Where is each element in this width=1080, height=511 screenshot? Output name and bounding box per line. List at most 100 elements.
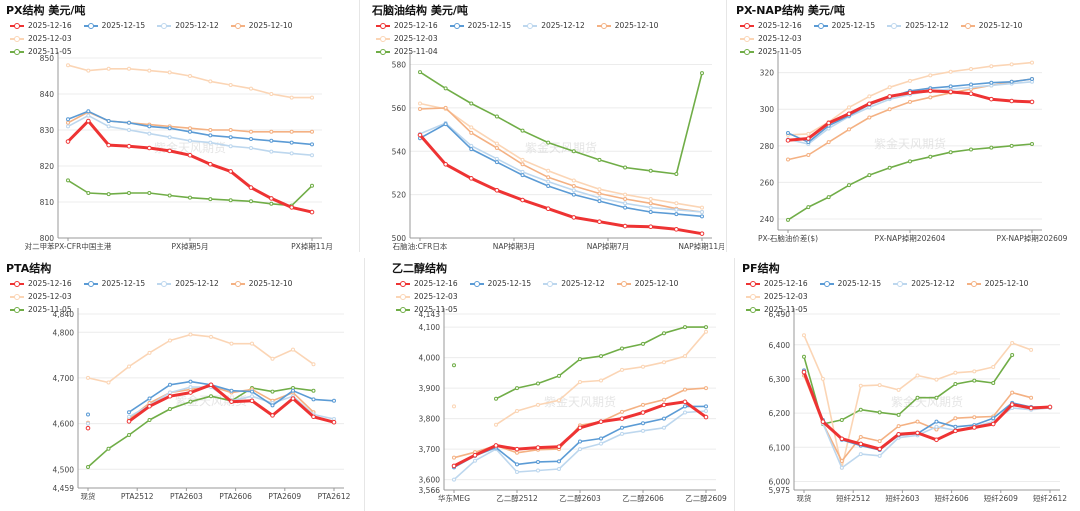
data-point	[785, 138, 791, 143]
legend-item[interactable]: 2025-12-10	[230, 19, 292, 32]
series-line	[419, 123, 703, 218]
data-point	[703, 414, 709, 420]
legend-item[interactable]: 2025-12-12	[893, 277, 955, 290]
data-point	[188, 332, 193, 337]
legend-item[interactable]: 2025-12-03	[376, 32, 438, 45]
data-point	[915, 395, 920, 400]
data-point	[682, 399, 688, 405]
data-point	[887, 94, 892, 99]
legend-item[interactable]: 2025-11-05	[396, 303, 458, 316]
legend-item[interactable]: 2025-12-03	[10, 32, 72, 45]
data-point	[704, 325, 708, 330]
data-point	[908, 99, 912, 104]
chart-legend: 2025-12-16 2025-12-15 2025-12-12 2025-12-10…	[396, 277, 730, 316]
legend-item[interactable]: 2025-12-15	[83, 19, 145, 32]
legend-item[interactable]: 2025-11-05	[746, 303, 808, 316]
data-point	[520, 173, 525, 178]
legend-swatch	[746, 293, 760, 301]
data-point	[494, 146, 499, 150]
chart-panel-px-nap: PX-NAP结构 美元/吨 2025-12-16 2025-12-15 2025-1…	[730, 0, 1080, 252]
data-point	[989, 96, 994, 102]
legend-item[interactable]: 2025-12-03	[10, 290, 72, 303]
data-point	[597, 219, 602, 225]
data-point	[846, 111, 852, 117]
legend-item[interactable]: 2025-12-12	[887, 19, 949, 32]
y-tick-label: 4,700	[53, 374, 75, 383]
series-line	[419, 102, 703, 209]
chart-legend: 2025-12-16 2025-12-15 2025-12-12 2025-12-10…	[740, 19, 1080, 58]
data-point	[623, 192, 628, 197]
data-point	[953, 428, 958, 434]
legend-item[interactable]: 2025-12-15	[449, 19, 511, 32]
legend-item[interactable]: 2025-12-16	[10, 19, 72, 32]
data-point	[515, 386, 519, 391]
series-line	[787, 78, 1033, 143]
legend-item[interactable]: 2025-12-03	[746, 290, 808, 303]
data-point	[1009, 143, 1014, 148]
data-point	[700, 209, 704, 214]
y-tick-label: 4,840	[53, 310, 75, 319]
data-point	[168, 406, 172, 411]
data-point	[968, 91, 974, 96]
legend-label: 2025-12-16	[28, 21, 72, 30]
legend-item[interactable]: 2025-11-05	[10, 303, 72, 316]
legend-item[interactable]: 2025-12-16	[396, 277, 458, 290]
data-point	[989, 64, 994, 69]
legend-item[interactable]: 2025-12-10	[230, 277, 292, 290]
legend-item[interactable]: 2025-12-16	[10, 277, 72, 290]
legend-item[interactable]: 2025-12-12	[157, 19, 219, 32]
legend-item[interactable]: 2025-12-10	[616, 277, 678, 290]
legend-item[interactable]: 2025-12-16	[746, 277, 808, 290]
legend-label: 2025-12-16	[28, 279, 72, 288]
legend-label: 2025-11-05	[764, 305, 808, 314]
legend-item[interactable]: 2025-12-12	[543, 277, 605, 290]
data-point	[443, 86, 448, 91]
legend-item[interactable]: 2025-12-16	[376, 19, 438, 32]
legend-item[interactable]: 2025-12-10	[960, 19, 1022, 32]
data-point	[887, 85, 892, 90]
data-point	[452, 477, 456, 482]
legend-label: 2025-12-12	[905, 21, 949, 30]
legend-item[interactable]: 2025-12-12	[523, 19, 585, 32]
data-point	[188, 138, 192, 143]
legend-item[interactable]: 2025-12-10	[596, 19, 658, 32]
data-point	[86, 68, 91, 73]
data-point	[291, 388, 295, 393]
legend-label: 2025-11-05	[28, 305, 72, 314]
data-point	[311, 397, 316, 402]
data-point	[620, 425, 624, 430]
data-point	[1010, 353, 1015, 358]
legend-item[interactable]: 2025-12-12	[157, 277, 219, 290]
legend-item[interactable]: 2025-12-03	[396, 290, 458, 303]
data-point	[858, 441, 864, 447]
legend-swatch	[396, 306, 410, 314]
data-point	[858, 383, 863, 388]
series-2025-11-04	[418, 70, 704, 177]
legend-swatch	[83, 22, 98, 30]
legend-item[interactable]: 2025-11-05	[10, 45, 72, 58]
data-point	[228, 128, 233, 132]
legend-item[interactable]: 2025-12-15	[83, 277, 145, 290]
data-point	[520, 197, 525, 203]
data-point	[269, 129, 274, 134]
data-point	[289, 129, 294, 134]
data-point	[536, 402, 540, 407]
data-point	[928, 88, 933, 94]
legend-item[interactable]: 2025-12-15	[469, 277, 531, 290]
data-point	[310, 153, 314, 158]
legend-item[interactable]: 2025-11-05	[740, 45, 802, 58]
legend-item[interactable]: 2025-12-15	[819, 277, 881, 290]
data-point	[147, 124, 152, 129]
data-point	[578, 357, 582, 362]
legend-item[interactable]: 2025-12-10	[966, 277, 1028, 290]
legend-item[interactable]: 2025-11-04	[376, 45, 438, 58]
legend-item[interactable]: 2025-12-15	[813, 19, 875, 32]
y-tick-label: 300	[760, 105, 775, 114]
legend-item[interactable]: 2025-12-16	[740, 19, 802, 32]
data-point	[188, 399, 193, 404]
data-point	[469, 101, 474, 106]
chart-panel-pta: PTA结构 2025-12-16 2025-12-15 2025-12-12 2025…	[0, 258, 362, 511]
legend-item[interactable]: 2025-12-03	[740, 32, 802, 45]
legend-swatch	[960, 22, 975, 30]
series-2025-11-05	[786, 142, 1034, 222]
